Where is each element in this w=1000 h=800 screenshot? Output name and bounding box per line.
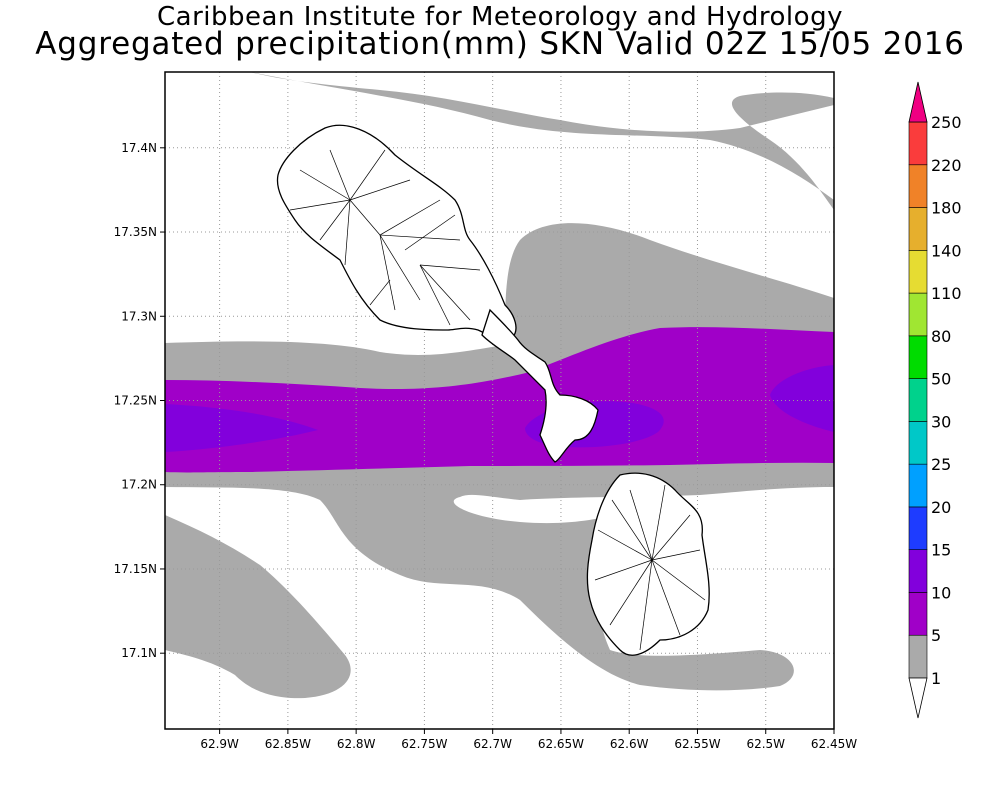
lat-tick-label: 17.3N bbox=[121, 309, 157, 323]
lon-tick-label: 62.7W bbox=[473, 737, 512, 751]
lat-tick-label: 17.1N bbox=[121, 646, 157, 660]
lon-tick-label: 62.9W bbox=[200, 737, 239, 751]
colorbar-level-label: 20 bbox=[931, 498, 951, 517]
lat-tick-label: 17.4N bbox=[121, 141, 157, 155]
lon-tick-label: 62.6W bbox=[610, 737, 649, 751]
lon-tick-label: 62.65W bbox=[538, 737, 584, 751]
lon-tick-label: 62.75W bbox=[401, 737, 447, 751]
lon-tick-label: 62.8W bbox=[337, 737, 376, 751]
lat-tick-label: 17.35N bbox=[114, 225, 157, 239]
colorbar-swatch bbox=[908, 549, 928, 593]
colorbar-min-arrow bbox=[908, 677, 928, 719]
lon-tick-label: 62.5W bbox=[746, 737, 785, 751]
colorbar-level-label: 50 bbox=[931, 370, 951, 389]
colorbar-level-label: 250 bbox=[931, 113, 962, 132]
colorbar-swatch bbox=[908, 634, 928, 679]
precip-band-1-5-north bbox=[250, 72, 834, 210]
colorbar-level-label: 80 bbox=[931, 327, 951, 346]
colorbar-level-label: 180 bbox=[931, 199, 962, 218]
colorbar-level-label: 25 bbox=[931, 455, 951, 474]
lat-tick-label: 17.15N bbox=[114, 562, 157, 576]
title-line-1: Caribbean Institute for Meteorology and … bbox=[157, 2, 843, 32]
colorbar-swatch bbox=[908, 121, 928, 166]
colorbar-swatch bbox=[908, 592, 928, 636]
colorbar-level-label: 220 bbox=[931, 156, 962, 175]
longitude-axis: 62.9W 62.85W 62.8W 62.75W 62.7W 62.65W 62.6W 62… bbox=[200, 729, 857, 751]
colorbar-swatch bbox=[908, 207, 928, 251]
precip-band-5-10 bbox=[165, 327, 834, 473]
precip-core-10-15-east bbox=[770, 365, 834, 432]
colorbar-level-label: 5 bbox=[931, 626, 941, 645]
colorbar-max-arrow bbox=[908, 81, 928, 123]
lon-tick-label: 62.55W bbox=[674, 737, 720, 751]
lat-tick-label: 17.2N bbox=[121, 478, 157, 492]
colorbar-level-label: 110 bbox=[931, 284, 962, 303]
lon-tick-label: 62.85W bbox=[265, 737, 311, 751]
island-nevis bbox=[586, 472, 710, 656]
colorbar-swatch bbox=[908, 164, 928, 208]
colorbar-swatch bbox=[908, 250, 928, 294]
colorbar-swatch bbox=[908, 463, 928, 508]
colorbar-swatch bbox=[908, 506, 928, 550]
precip-core-10-15-west bbox=[165, 404, 318, 452]
lon-tick-label: 62.45W bbox=[811, 737, 857, 751]
precip-band-1-5-southwest bbox=[165, 515, 351, 699]
colorbar-swatch bbox=[908, 292, 928, 337]
colorbar-level-label: 30 bbox=[931, 412, 951, 431]
island-st-kitts bbox=[276, 124, 599, 463]
title-line-2: Aggregated precipitation(mm) SKN Valid 0… bbox=[35, 26, 965, 62]
colorbar-level-label: 10 bbox=[931, 583, 951, 602]
lat-tick-label: 17.25N bbox=[114, 394, 157, 408]
colorbar-swatch bbox=[908, 335, 928, 379]
colorbar-level-label: 1 bbox=[931, 669, 941, 688]
colorbar-level-label: 140 bbox=[931, 241, 962, 260]
colorbar-swatch bbox=[908, 421, 928, 465]
colorbar-level-label: 15 bbox=[931, 541, 951, 560]
latitude-axis: 17.4N 17.35N 17.3N 17.25N 17.2N 17.15N 17.1N bbox=[114, 141, 165, 660]
colorbar-swatch bbox=[908, 378, 928, 422]
